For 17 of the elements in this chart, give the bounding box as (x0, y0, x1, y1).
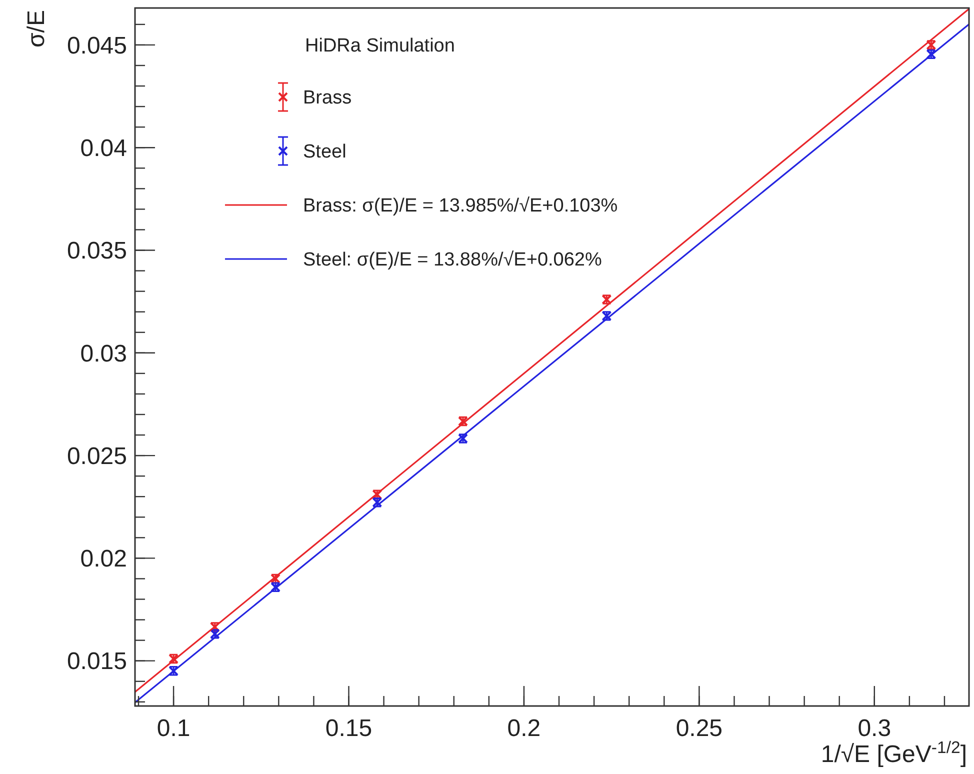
legend-title: HiDRa Simulation (305, 36, 455, 57)
legend-label: Steel (303, 142, 346, 163)
y-tick-label: 0.015 (66, 648, 127, 676)
x-tick-label: 0.25 (676, 715, 723, 742)
y-tick-label: 0.02 (80, 546, 127, 573)
x-tick-label: 0.15 (325, 715, 372, 742)
x-tick-label: 0.1 (156, 715, 190, 742)
legend-label: Brass (303, 88, 352, 109)
y-axis-title: σ/E (23, 10, 50, 48)
y-tick-label: 0.04 (80, 135, 127, 162)
legend-label: Brass: σ(E)/E = 13.985%/√E+0.103% (303, 196, 618, 217)
y-tick-label: 0.03 (80, 340, 127, 368)
y-tick-label: 0.025 (66, 442, 127, 470)
legend-label: Steel: σ(E)/E = 13.88%/√E+0.062% (303, 250, 602, 271)
y-tick-label: 0.035 (66, 238, 127, 265)
y-tick-label: 0.045 (66, 32, 127, 60)
x-tick-label: 0.2 (507, 715, 541, 742)
